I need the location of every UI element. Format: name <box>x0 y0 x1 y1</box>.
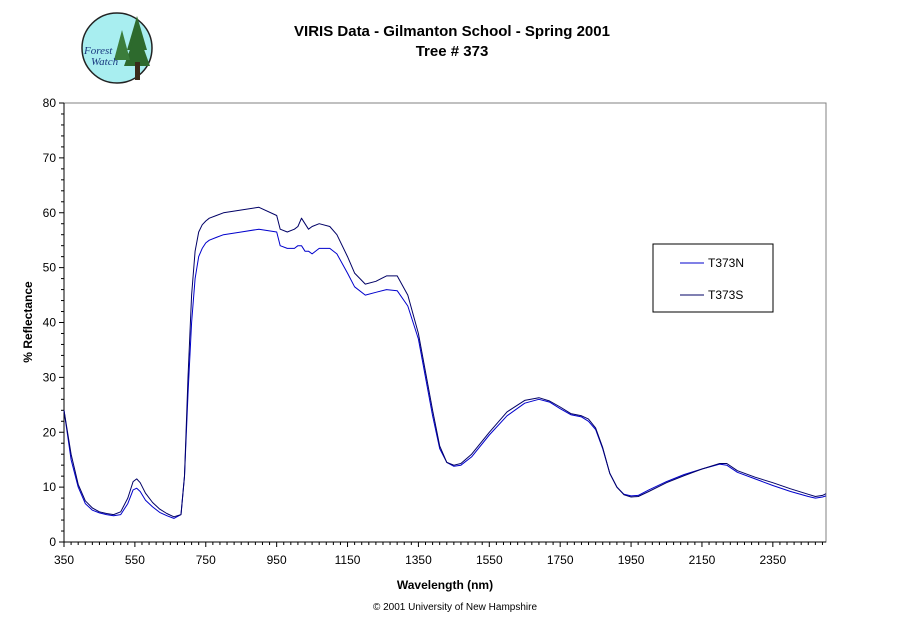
legend: T373N T373S <box>652 243 774 313</box>
x-tick-label: 350 <box>54 553 74 567</box>
y-tick-label: 70 <box>43 151 57 165</box>
y-tick-label: 20 <box>43 425 57 439</box>
y-tick-label: 40 <box>43 316 57 330</box>
x-tick-label: 1950 <box>618 553 645 567</box>
y-tick-label: 10 <box>43 480 57 494</box>
logo-text-line1: Forest <box>83 45 113 57</box>
y-axis-label: % Reflectance <box>21 281 35 363</box>
y-tick-label: 0 <box>49 535 56 549</box>
series-line-t373n <box>63 228 827 519</box>
x-tick-label: 2150 <box>689 553 716 567</box>
x-tick-label: 950 <box>267 553 287 567</box>
x-tick-label: 1150 <box>335 553 361 567</box>
chart-subtitle: Tree # 373 <box>416 43 489 60</box>
logo-text-line2: Watch <box>91 56 119 68</box>
x-tick-label: 550 <box>125 553 145 567</box>
legend-label-t373s: T373S <box>708 288 743 302</box>
x-tick-label: 1750 <box>547 553 574 567</box>
y-tick-label: 50 <box>43 261 57 275</box>
axes: 0 10 20 30 40 50 60 70 80 350 550 750 950 1150 1350 155… <box>43 96 826 567</box>
y-tick-label: 30 <box>43 370 57 384</box>
legend-label-t373n: T373N <box>708 256 744 270</box>
x-tick-label: 750 <box>196 553 216 567</box>
x-tick-label: 1550 <box>476 553 503 567</box>
chart-title: VIRIS Data - Gilmanton School - Spring 2… <box>294 23 610 40</box>
series-line-t373s <box>63 206 827 518</box>
y-tick-label: 80 <box>43 96 57 110</box>
y-tick-label: 60 <box>43 206 57 220</box>
copyright-text: © 2001 University of New Hampshire <box>373 602 538 613</box>
x-axis-label: Wavelength (nm) <box>397 578 493 592</box>
plot-area <box>63 102 827 543</box>
forest-watch-logo: Forest Watch <box>81 12 153 84</box>
x-tick-label: 1350 <box>405 553 432 567</box>
x-tick-label: 2350 <box>759 553 786 567</box>
series-group <box>63 206 827 519</box>
